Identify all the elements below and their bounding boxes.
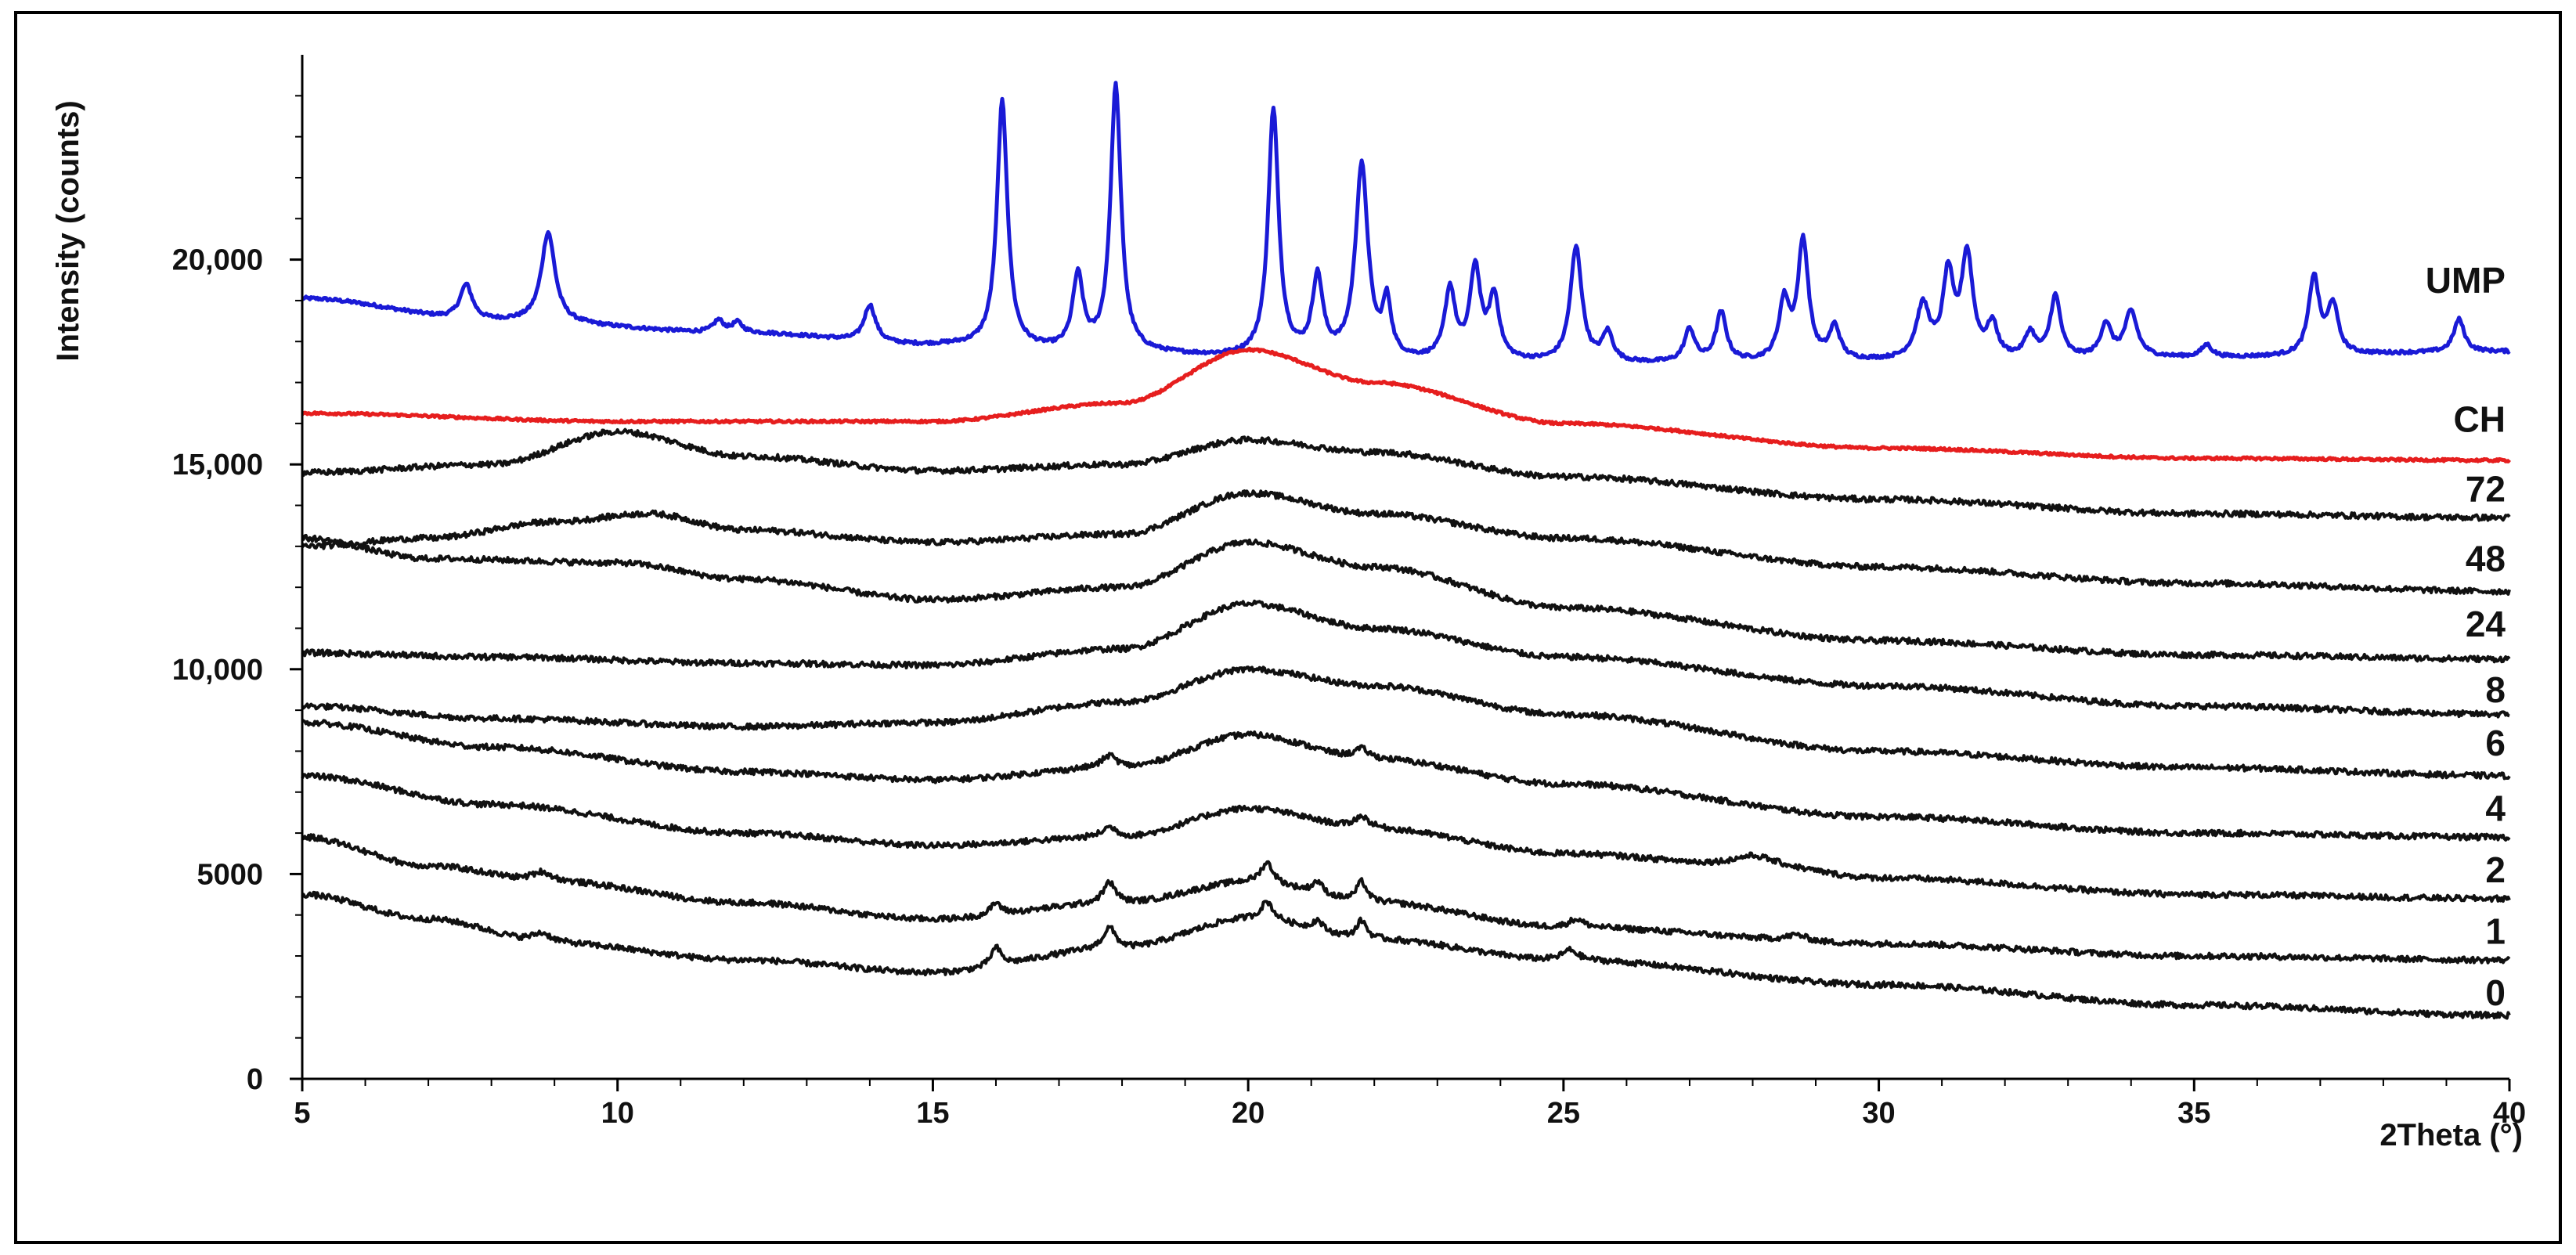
trace-0 [301,890,2511,1020]
x-tick-label: 40 [2493,1097,2526,1130]
x-tick-label: 25 [1547,1097,1580,1130]
x-tick-label: 35 [2177,1097,2210,1130]
series-label-4: 4 [2485,788,2506,829]
series-label-ump: UMP [2426,260,2506,301]
trace-6 [301,665,2511,781]
trace-72 [301,427,2511,522]
series-label-1: 1 [2485,911,2506,952]
trace-layer [301,81,2511,1020]
trace-8 [301,599,2510,719]
trace-ump [301,81,2511,364]
series-label-72: 72 [2466,469,2506,510]
trace-1 [301,833,2511,965]
trace-24 [301,533,2511,664]
series-label-0: 0 [2485,972,2506,1013]
trace-2 [301,772,2511,903]
series-label-layer: UMP CH 72 48 24 8 6 4 2 1 0 [2426,260,2506,1013]
series-label-24: 24 [2466,604,2506,644]
trace-48 [301,489,2511,596]
x-tick-label: 10 [601,1097,634,1130]
x-tick-label: 30 [1862,1097,1895,1130]
y-tick-label: 20,000 [172,244,263,277]
series-label-8: 8 [2485,669,2506,710]
axes-layer [301,55,2509,1080]
chart-frame [14,11,2562,1244]
trace-ch [301,346,2511,463]
series-label-2: 2 [2485,849,2506,890]
x-tick-label: 20 [1232,1097,1265,1130]
y-tick-label: 0 [247,1063,263,1096]
x-tick-label: 15 [916,1097,949,1130]
y-axis-title: Intensity (counts) [51,100,85,361]
trace-4 [301,719,2511,842]
y-tick-label: 5000 [197,858,263,891]
y-tick-label: 10,000 [172,654,263,687]
x-axis-title: 2Theta (°) [2379,1118,2523,1152]
x-tick-label: 5 [294,1097,310,1130]
series-label-6: 6 [2485,723,2506,763]
series-label-48: 48 [2466,539,2506,579]
series-label-ch: CH [2454,399,2506,440]
y-tick-label: 15,000 [172,449,263,481]
